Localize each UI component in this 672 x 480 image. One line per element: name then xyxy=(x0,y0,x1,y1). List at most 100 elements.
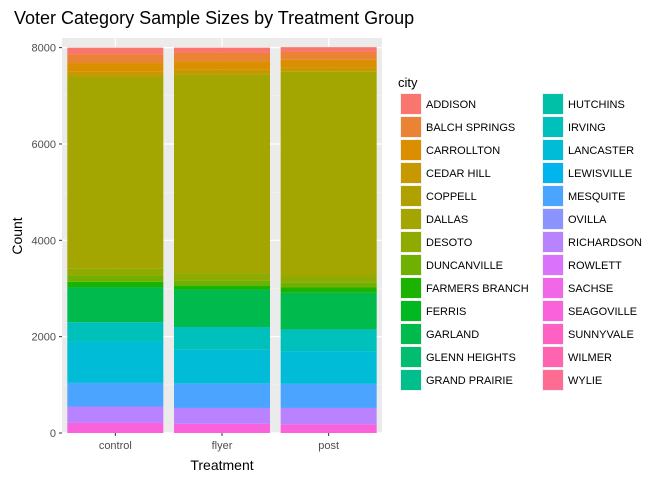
bar-segment xyxy=(67,322,164,342)
bar-segment xyxy=(67,287,164,323)
legend-label: FERRIS xyxy=(426,306,466,318)
legend-swatch xyxy=(401,94,421,114)
bar-segment xyxy=(67,341,164,383)
bar-segment xyxy=(174,349,270,384)
legend-swatch xyxy=(543,324,563,344)
y-tick-label: 6000 xyxy=(32,139,56,151)
bar-segment xyxy=(174,285,270,290)
legend-label: OVILLA xyxy=(568,214,607,226)
legend-swatch xyxy=(543,209,563,229)
bar-segment xyxy=(67,76,164,269)
legend-label: GARLAND xyxy=(426,329,479,341)
bar-segment xyxy=(280,51,377,60)
x-tick-label: control xyxy=(99,440,132,452)
bar-segment xyxy=(174,52,270,62)
legend-label: RICHARDSON xyxy=(568,237,642,249)
y-tick-label: 0 xyxy=(50,428,56,440)
bar-segment xyxy=(280,275,377,283)
y-axis-title: Count xyxy=(9,217,25,254)
bar-segment xyxy=(174,69,270,75)
bar-segment xyxy=(67,406,164,423)
bar-segment xyxy=(67,268,164,276)
y-tick-label: 2000 xyxy=(32,332,56,344)
legend-title: city xyxy=(398,75,418,90)
legend-label: GLENN HEIGHTS xyxy=(426,352,516,364)
bar-segment xyxy=(280,71,377,276)
legend-label: SACHSE xyxy=(568,283,613,295)
bar-segment xyxy=(174,383,270,408)
legend-label: ADDISON xyxy=(426,99,476,111)
bar-segment xyxy=(280,47,377,52)
y-tick-label: 4000 xyxy=(32,235,56,247)
bar-segment xyxy=(280,287,377,293)
legend-label: LANCASTER xyxy=(568,145,634,157)
bar-segment xyxy=(67,422,164,433)
legend-label: SEAGOVILLE xyxy=(568,306,637,318)
bar-segment xyxy=(174,407,270,424)
legend-swatch xyxy=(401,209,421,229)
bar-segment xyxy=(67,281,164,288)
bar-segment xyxy=(280,329,377,352)
y-tick-label: 8000 xyxy=(32,43,56,55)
legend-swatch xyxy=(401,255,421,275)
bar-segment xyxy=(280,67,377,72)
bar-segment xyxy=(280,292,377,330)
legend-swatch xyxy=(401,140,421,160)
legend-swatch xyxy=(401,278,421,298)
bar-segment xyxy=(280,383,377,408)
bar-segment xyxy=(280,351,377,384)
bar-segment xyxy=(174,74,270,274)
bar-segment xyxy=(174,47,270,53)
bars xyxy=(67,47,377,433)
x-axis-title: Treatment xyxy=(190,457,253,473)
legend-swatch xyxy=(543,117,563,137)
legend-swatch xyxy=(401,347,421,367)
legend-label: WILMER xyxy=(568,352,612,364)
legend-label: WYLIE xyxy=(568,375,602,387)
bar-segment xyxy=(174,289,270,328)
legend-swatch xyxy=(401,117,421,137)
legend-label: SUNNYVALE xyxy=(568,329,634,341)
x-tick-label: post xyxy=(318,440,339,452)
legend-swatch xyxy=(543,347,563,367)
legend-swatch xyxy=(401,186,421,206)
legend-swatch xyxy=(543,94,563,114)
bar-segment xyxy=(280,424,377,433)
legend-swatch xyxy=(543,278,563,298)
legend-label: IRVING xyxy=(568,122,606,134)
legend-swatch xyxy=(401,301,421,321)
legend-label: BALCH SPRINGS xyxy=(426,122,515,134)
legend-label: FARMERS BRANCH xyxy=(426,283,529,295)
legend-label: ROWLETT xyxy=(568,260,622,272)
bar-segment xyxy=(67,382,164,407)
bar-segment xyxy=(67,71,164,77)
legend: city ADDISON BALCH SPRINGS CARROLLTON CEDAR… xyxy=(398,75,642,391)
legend-swatch xyxy=(401,163,421,183)
legend-swatch xyxy=(401,370,421,390)
bar-segment xyxy=(280,282,377,288)
bar-segment xyxy=(67,275,164,282)
legend-swatch xyxy=(543,255,563,275)
legend-swatch xyxy=(543,232,563,252)
legend-label: LEWISVILLE xyxy=(568,168,632,180)
legend-label: HUTCHINS xyxy=(568,99,625,111)
legend-label: DUNCANVILLE xyxy=(426,260,503,272)
legend-swatch xyxy=(543,370,563,390)
legend-swatch xyxy=(401,324,421,344)
bar-segment xyxy=(280,407,377,425)
legend-swatch xyxy=(401,232,421,252)
legend-label: GRAND PRAIRIE xyxy=(426,375,513,387)
legend-label: DALLAS xyxy=(426,214,468,226)
legend-swatch xyxy=(543,301,563,321)
legend-label: CARROLLTON xyxy=(426,145,500,157)
bar-segment xyxy=(174,273,270,281)
legend-label: DESOTO xyxy=(426,237,473,249)
bar-segment xyxy=(280,59,377,68)
legend-label: CEDAR HILL xyxy=(426,168,491,180)
x-tick-label: flyer xyxy=(212,440,233,452)
legend-label: MESQUITE xyxy=(568,191,625,203)
bar-segment xyxy=(174,61,270,70)
chart-title: Voter Category Sample Sizes by Treatment… xyxy=(14,8,414,28)
legend-swatch xyxy=(543,186,563,206)
bar-segment xyxy=(67,54,164,64)
